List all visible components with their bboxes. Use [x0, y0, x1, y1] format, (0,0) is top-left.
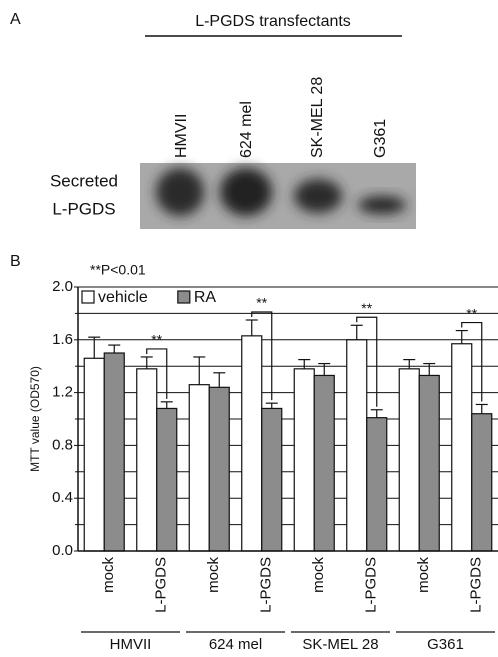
y-tick-label: 1.6 [52, 331, 73, 348]
x-tick-label: mock [100, 557, 117, 593]
bar [262, 408, 282, 551]
annotation: **P<0.01 [90, 262, 146, 278]
bar [399, 369, 419, 551]
bar [242, 336, 262, 551]
x-tick-label: mock [415, 557, 432, 593]
group-label: G361 [427, 636, 464, 653]
bar [137, 369, 157, 551]
figure: A L-PGDS transfectants Secreted L-PGDS H… [0, 0, 498, 657]
row-label: Secreted [50, 171, 118, 190]
bar [294, 369, 314, 551]
panel-label: A [10, 11, 21, 28]
x-tick-label: L-PGDS [363, 557, 380, 613]
blot [140, 163, 416, 229]
bar [157, 408, 177, 551]
x-tick-label: mock [310, 557, 327, 593]
significance-label: ** [151, 332, 162, 348]
y-tick-label: 1.2 [52, 384, 73, 401]
significance-label: ** [256, 295, 267, 311]
bar [84, 358, 104, 551]
y-tick-label: 2.0 [52, 278, 73, 295]
group-label: SK-MEL 28 [302, 636, 378, 653]
lane-label: HMVII [173, 114, 190, 158]
bar [367, 418, 387, 551]
bar [452, 344, 472, 551]
bar [209, 387, 229, 551]
significance-label: ** [466, 305, 477, 321]
x-tick-label: L-PGDS [153, 557, 170, 613]
group-label: 624 mel [209, 636, 262, 653]
panel-label: B [10, 253, 21, 270]
y-tick-label: 0.8 [52, 436, 73, 453]
legend-label: RA [194, 289, 217, 306]
y-axis-label: MTT value (OD570) [28, 366, 42, 472]
group-label: HMVII [110, 636, 152, 653]
bar [419, 375, 439, 551]
lane-label: 624 mel [238, 101, 255, 158]
lane-label: G361 [372, 119, 389, 158]
y-tick-label: 0.4 [52, 489, 73, 506]
bar [104, 353, 124, 551]
legend-label: vehicle [98, 289, 148, 306]
significance-label: ** [361, 300, 372, 316]
x-tick-label: mock [205, 557, 222, 593]
x-tick-label: L-PGDS [258, 557, 275, 613]
bar [314, 375, 334, 551]
bar [189, 385, 209, 551]
row-label: L-PGDS [52, 199, 115, 218]
blot-title: L-PGDS transfectants [195, 13, 351, 30]
y-tick-label: 0.0 [52, 542, 73, 559]
legend-swatch [82, 291, 94, 303]
bar [347, 340, 367, 551]
lane-label: SK-MEL 28 [309, 77, 326, 158]
bar [472, 414, 492, 551]
legend-swatch [178, 291, 190, 303]
x-tick-label: L-PGDS [468, 557, 485, 613]
